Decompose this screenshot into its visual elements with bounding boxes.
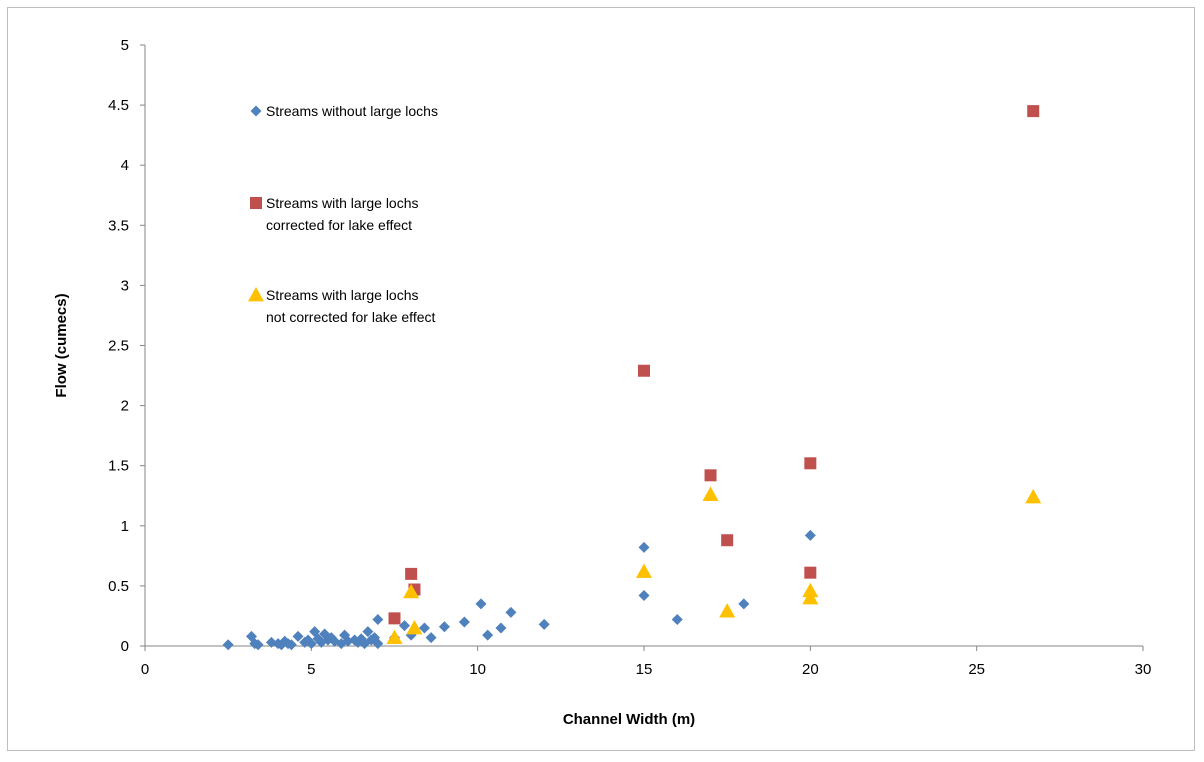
data-point-diamond: [438, 621, 450, 633]
x-tick-label: 20: [802, 661, 819, 678]
data-point-diamond: [482, 629, 494, 641]
legend-entry: Streams with large lochs corrected for la…: [250, 195, 419, 233]
data-point-diamond: [458, 616, 470, 628]
data-point-triangle: [719, 603, 736, 618]
data-point-diamond: [418, 622, 430, 634]
legend-label: Streams without large lochs: [266, 103, 438, 119]
legend-entry: Streams without large lochs: [250, 103, 438, 119]
data-point-triangle: [802, 589, 819, 605]
y-tick-label: 2.5: [108, 338, 129, 355]
data-point-square: [704, 469, 717, 482]
data-point-triangle: [406, 619, 423, 635]
data-point-square: [388, 612, 401, 625]
data-point-diamond: [285, 639, 297, 651]
data-point-square: [1027, 105, 1040, 118]
chart-area: [7, 7, 1195, 751]
y-tick-label: 2: [121, 398, 129, 415]
data-point-diamond: [252, 639, 264, 651]
data-point-triangle: [802, 582, 819, 598]
legend-label: not corrected for lake effect: [266, 309, 435, 325]
data-point-diamond: [425, 632, 437, 644]
legend-entry: Streams with large lochs not corrected fo…: [248, 287, 435, 325]
y-tick-label: 0: [121, 638, 129, 655]
y-tick-label: 4: [121, 157, 129, 174]
y-tick-label: 1.5: [108, 458, 129, 475]
legend-label: Streams with large lochs: [266, 287, 419, 303]
y-tick-label: 1: [121, 518, 129, 535]
data-point-diamond: [671, 614, 683, 626]
x-tick-label: 25: [968, 661, 985, 678]
y-tick-label: 3.5: [108, 217, 129, 234]
y-axis-title: Flow (cumecs): [53, 293, 70, 397]
data-point-diamond: [538, 618, 550, 630]
data-point-diamond: [638, 541, 650, 553]
y-tick-label: 4.5: [108, 97, 129, 114]
data-point-diamond: [372, 638, 384, 650]
x-tick-label: 30: [1135, 661, 1152, 678]
y-tick-label: 0.5: [108, 578, 129, 595]
x-tick-label: 10: [469, 661, 486, 678]
data-point-diamond: [398, 620, 410, 632]
data-point-diamond: [475, 598, 487, 610]
legend-label: corrected for lake effect: [266, 217, 412, 233]
legend-label: Streams with large lochs: [266, 195, 419, 211]
data-point-triangle: [386, 629, 403, 644]
data-point-diamond: [638, 590, 650, 602]
data-point-triangle: [702, 486, 719, 501]
data-point-triangle: [636, 563, 652, 578]
y-tick-label: 3: [121, 277, 129, 294]
data-point-diamond: [372, 614, 384, 626]
data-point-diamond: [362, 626, 374, 638]
legend-marker-triangle: [248, 287, 264, 302]
data-point-diamond: [804, 529, 816, 541]
data-point-diamond: [222, 639, 234, 651]
data-point-diamond: [305, 638, 317, 650]
data-point-triangle: [1025, 488, 1042, 504]
data-point-square: [804, 566, 817, 579]
data-point-square: [405, 567, 418, 580]
data-point-square: [721, 534, 734, 547]
x-tick-label: 0: [141, 661, 149, 678]
y-tick-label: 5: [121, 37, 129, 54]
legend-marker-diamond: [250, 105, 262, 117]
data-point-triangle: [403, 583, 420, 599]
data-point-diamond: [505, 606, 517, 618]
data-point-square: [804, 457, 817, 470]
data-point-diamond: [292, 630, 304, 642]
x-axis-title: Channel Width (m): [563, 711, 695, 728]
data-point-square: [638, 364, 650, 377]
x-tick-label: 15: [636, 661, 653, 678]
data-point-diamond: [495, 622, 507, 634]
legend-marker-square: [250, 197, 262, 209]
x-tick-label: 5: [307, 661, 315, 678]
data-point-diamond: [738, 598, 750, 610]
